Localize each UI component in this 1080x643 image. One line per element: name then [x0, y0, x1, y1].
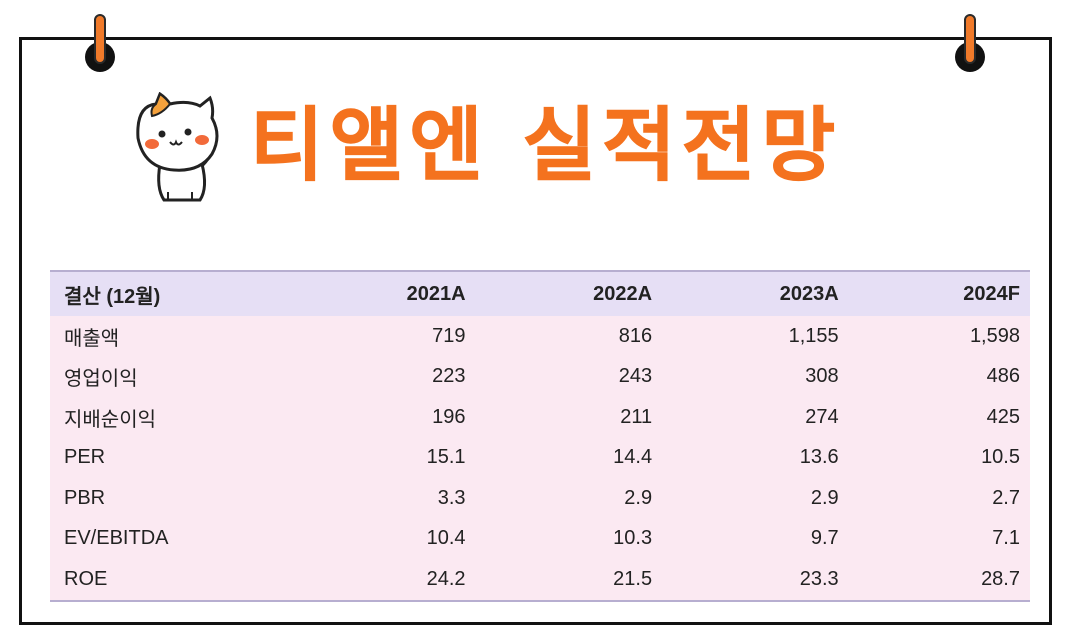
- table-cell: 719: [432, 324, 466, 347]
- table-header-row: 결산 (12월) 2021A 2022A 2023A 2024F: [50, 270, 1030, 316]
- table-row: ROE 24.2 21.5 23.3 28.7: [50, 559, 1030, 602]
- table-row: PER 15.1 14.4 13.6 10.5: [50, 437, 1030, 478]
- table-row: PBR 3.3 2.9 2.9 2.7: [50, 478, 1030, 519]
- table-cell: 15.1: [426, 446, 466, 469]
- row-label: 매출액: [64, 327, 120, 350]
- column-header: 2021A: [289, 270, 476, 316]
- pin-icon: [85, 14, 115, 76]
- table-cell: 10.3: [613, 527, 653, 550]
- table-cell: 308: [805, 365, 839, 388]
- column-header: 2022A: [475, 270, 663, 316]
- table-cell: 211: [620, 405, 653, 428]
- row-label: 지배순이익: [64, 408, 156, 431]
- table-cell: 816: [618, 324, 653, 347]
- table-cell: 3.3: [437, 486, 466, 509]
- table-row: 매출액 719 816 1,155 1,598: [50, 316, 1030, 357]
- table-cell: 13.6: [799, 446, 839, 469]
- table-cell: 2.9: [624, 486, 653, 509]
- pin-icon: [955, 14, 985, 76]
- column-header: 2023A: [662, 270, 849, 316]
- table-cell: 9.7: [810, 527, 839, 550]
- row-label: PBR: [64, 486, 106, 509]
- table-cell: 425: [986, 405, 1020, 428]
- table-cell: 1,155: [788, 324, 839, 347]
- row-label: EV/EBITDA: [64, 527, 169, 550]
- table-cell: 2.9: [810, 486, 839, 509]
- page-title: 티앨엔 실적전망: [249, 99, 842, 193]
- row-label: ROE: [50, 559, 289, 602]
- table-cell: 21.5: [475, 559, 663, 602]
- table-cell: 223: [432, 365, 466, 388]
- pin-clip: [94, 14, 106, 64]
- pin-clip: [964, 14, 976, 64]
- column-header: 2024F: [848, 270, 1030, 316]
- table-cell: 274: [805, 405, 839, 428]
- table-cell: 10.4: [426, 527, 466, 550]
- row-label: 영업이익: [64, 368, 138, 391]
- cat-mascot-icon: [136, 92, 219, 202]
- table-cell: 23.3: [662, 559, 849, 602]
- table-cell: 24.2: [289, 559, 476, 602]
- row-label: PER: [64, 446, 106, 469]
- table-row: 영업이익 223 243 308 486: [50, 356, 1030, 397]
- financial-forecast-table: 결산 (12월) 2021A 2022A 2023A 2024F 매출액 719…: [50, 270, 1030, 602]
- table-cell: 196: [432, 405, 466, 428]
- table-cell: 7.1: [992, 527, 1020, 550]
- table-cell: 14.4: [613, 446, 653, 469]
- table-row: EV/EBITDA 10.4 10.3 9.7 7.1: [50, 518, 1030, 559]
- table-cell: 28.7: [848, 559, 1030, 602]
- table-row: 지배순이익 196 211 274 425: [50, 397, 1030, 438]
- table-cell: 486: [986, 365, 1020, 388]
- table-cell: 243: [618, 365, 653, 388]
- column-header: 결산 (12월): [50, 270, 289, 316]
- table-cell: 10.5: [981, 446, 1020, 469]
- table-cell: 2.7: [992, 486, 1020, 509]
- table-cell: 1,598: [969, 324, 1020, 347]
